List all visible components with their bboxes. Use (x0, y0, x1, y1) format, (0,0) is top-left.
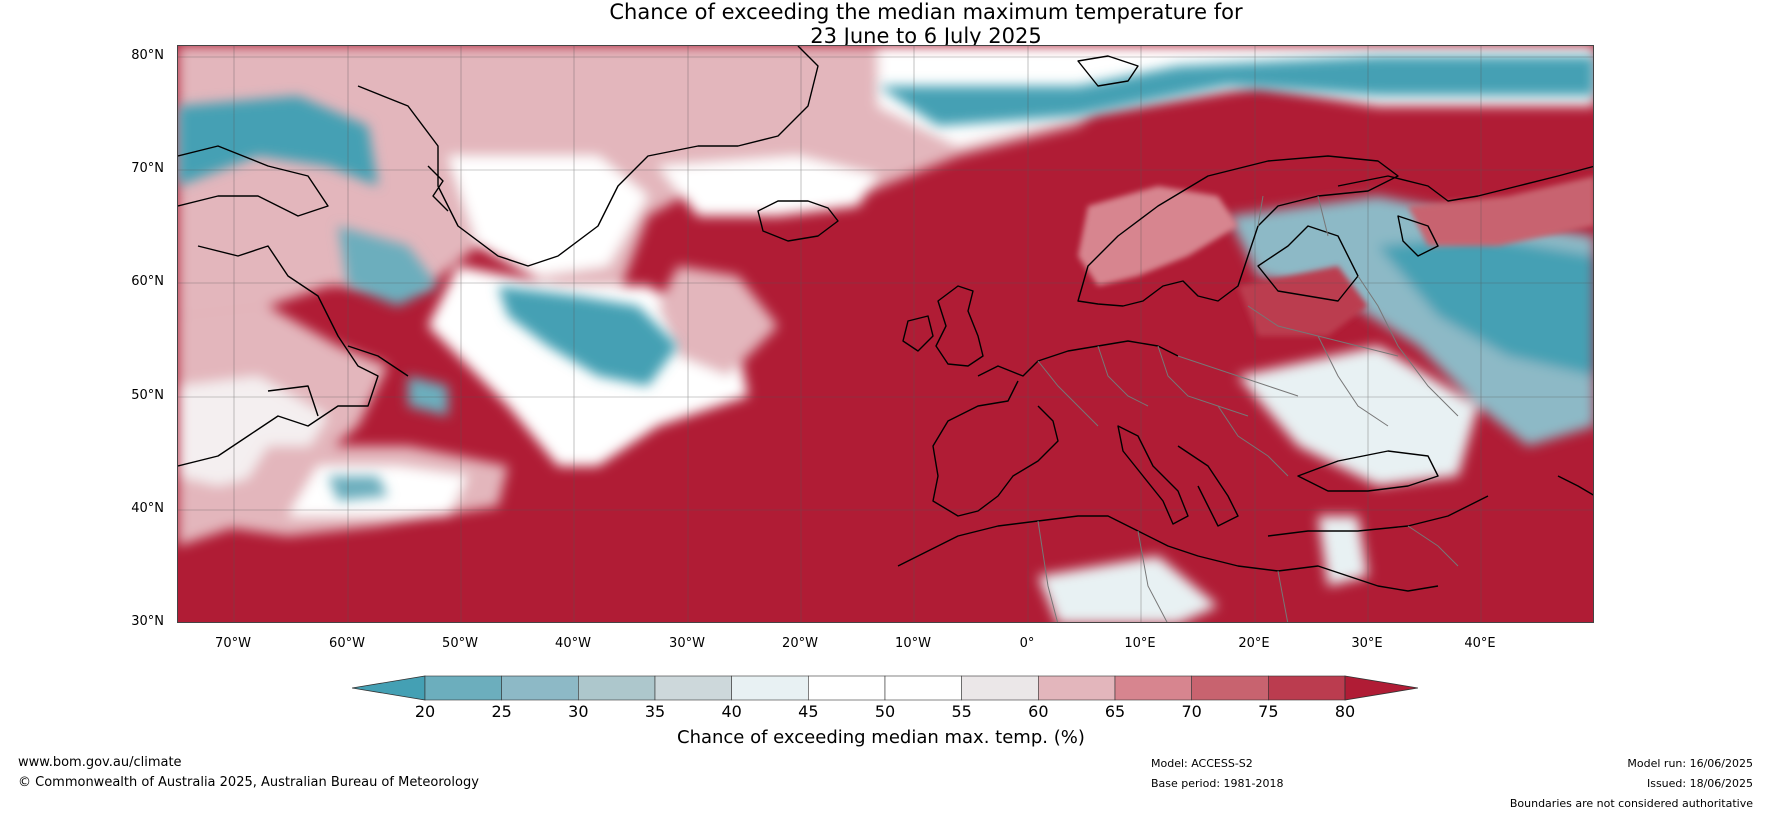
colorbar-tick-label: 60 (1028, 702, 1049, 721)
lon-label-70w: 70°W (215, 636, 251, 651)
lon-label-30w: 30°W (669, 636, 705, 651)
footer-model-run: Model run: 16/06/2025 (1627, 757, 1753, 770)
colorbar-band (1191, 675, 1269, 701)
map-canvas (178, 46, 1593, 622)
lon-label-10e: 10°E (1124, 636, 1156, 651)
footer-model: Model: ACCESS-S2 (1151, 757, 1253, 770)
lon-label-20e: 20°E (1238, 636, 1270, 651)
footer-issued: Issued: 18/06/2025 (1646, 777, 1753, 790)
colorbar-band (1114, 675, 1192, 701)
colorbar-tick-label: 25 (491, 702, 512, 721)
lat-label-50n: 50°N (131, 388, 164, 403)
lat-label-70n: 70°N (131, 161, 164, 176)
colorbar-band (1038, 675, 1116, 701)
footer-disclaimer: Boundaries are not considered authoritat… (1509, 797, 1753, 810)
lon-label-10w: 10°W (895, 636, 931, 651)
footer-website: www.bom.gov.au/climate (18, 755, 182, 770)
lon-label-0: 0° (1019, 636, 1035, 651)
colorbar-tick-label: 80 (1334, 702, 1356, 721)
colorbar-band (731, 675, 809, 701)
colorbar-band (578, 675, 656, 701)
lon-label-50w: 50°W (442, 636, 478, 651)
colorbar-tick-label: 30 (568, 702, 589, 721)
colorbar-extend-high (1344, 675, 1419, 701)
colorbar-label: Chance of exceeding median max. temp. (%… (677, 727, 1085, 748)
colorbar-tick-label: 75 (1258, 702, 1279, 721)
colorbar-band (961, 675, 1039, 701)
colorbar-graphic (351, 675, 1419, 701)
anomaly-teal-areas (178, 56, 1593, 622)
map-title-line1: Chance of exceeding the median maximum t… (609, 0, 1243, 24)
colorbar-band (501, 675, 579, 701)
colorbar-tick-label: 65 (1104, 702, 1126, 721)
probability-map (177, 45, 1594, 623)
lon-label-20w: 20°W (782, 636, 818, 651)
lat-label-40n: 40°N (131, 501, 164, 516)
coastlines (178, 46, 1593, 592)
map-title-line2: 23 June to 6 July 2025 (810, 24, 1042, 48)
colorbar-band (884, 675, 962, 701)
lat-label-60n: 60°N (131, 274, 164, 289)
colorbar-tick-label: 55 (951, 702, 972, 721)
colorbar-extend-low (351, 675, 426, 701)
footer-base-period: Base period: 1981-2018 (1151, 777, 1284, 790)
country-borders (1037, 195, 1459, 622)
lon-label-40w: 40°W (555, 636, 591, 651)
colorbar-tick-label: 40 (721, 702, 742, 721)
footer-copyright: © Commonwealth of Australia 2025, Austra… (18, 775, 479, 790)
lon-label-30e: 30°E (1351, 636, 1383, 651)
colorbar-tick-label: 20 (414, 702, 436, 721)
anomaly-red-patches (1078, 176, 1593, 336)
colorbar (351, 672, 1419, 704)
colorbar-band (808, 675, 886, 701)
colorbar-band (1268, 675, 1346, 701)
colorbar-tick-label: 35 (644, 702, 666, 721)
lat-label-80n: 80°N (131, 48, 164, 63)
colorbar-band (654, 675, 732, 701)
colorbar-tick-label: 70 (1181, 702, 1202, 721)
colorbar-band (424, 675, 502, 701)
map-title: Chance of exceeding the median maximum t… (0, 0, 1770, 48)
graticule (178, 46, 1593, 622)
lat-label-30n: 30°N (131, 614, 164, 629)
colorbar-tick-label: 45 (798, 702, 819, 721)
lon-label-60w: 60°W (329, 636, 365, 651)
colorbar-tick-label: 50 (874, 702, 896, 721)
lon-label-40e: 40°E (1464, 636, 1496, 651)
